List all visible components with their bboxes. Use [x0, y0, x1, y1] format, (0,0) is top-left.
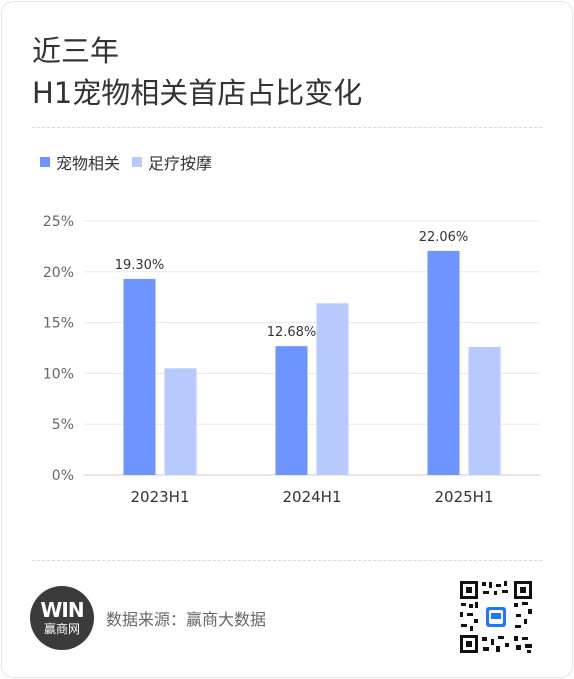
bar — [468, 346, 501, 475]
bar — [316, 303, 349, 475]
legend-swatch-massage — [132, 157, 143, 167]
bar — [164, 368, 197, 475]
bar — [427, 250, 460, 475]
data-label: 19.30% — [115, 258, 165, 273]
bar — [123, 278, 156, 475]
title-line-2: H1宠物相关首店占比变化 — [32, 76, 363, 110]
bottom-divider — [32, 560, 542, 561]
bar — [275, 346, 308, 475]
legend: 宠物相关 足疗按摩 — [40, 150, 224, 174]
chart-title: 近三年 H1宠物相关首店占比变化 — [32, 30, 362, 114]
y-tick-label: 15% — [43, 316, 74, 332]
bar-chart: 0% 5% 10% 15% 20% 25% 19.30% 2023H1 12.68% 2024H1… — [43, 214, 540, 506]
legend-item-pet: 宠物相关 — [40, 150, 120, 174]
data-source: 数据来源：赢商大数据 — [106, 610, 267, 629]
brand-logo: WIN 赢商网 — [30, 586, 94, 650]
x-tick-label: 2024H1 — [283, 488, 342, 506]
legend-label-pet: 宠物相关 — [56, 154, 121, 173]
legend-swatch-pet — [40, 157, 50, 167]
y-tick-label: 20% — [43, 265, 74, 281]
y-tick-label: 25% — [43, 214, 74, 230]
x-tick-label: 2025H1 — [435, 488, 494, 506]
title-line-1: 近三年 — [32, 34, 120, 68]
legend-item-massage: 足疗按摩 — [132, 150, 212, 174]
y-tick-label: 5% — [52, 417, 74, 433]
y-tick-label: 0% — [52, 468, 74, 484]
data-label: 22.06% — [419, 230, 469, 245]
data-label: 12.68% — [267, 325, 317, 340]
logo-mark: WIN — [40, 598, 84, 622]
top-divider — [32, 127, 542, 128]
legend-label-massage: 足疗按摩 — [148, 154, 213, 173]
qr-code-icon — [458, 579, 534, 655]
y-tick-label: 10% — [43, 366, 74, 382]
x-tick-label: 2023H1 — [131, 488, 190, 506]
logo-name: 赢商网 — [43, 622, 80, 636]
